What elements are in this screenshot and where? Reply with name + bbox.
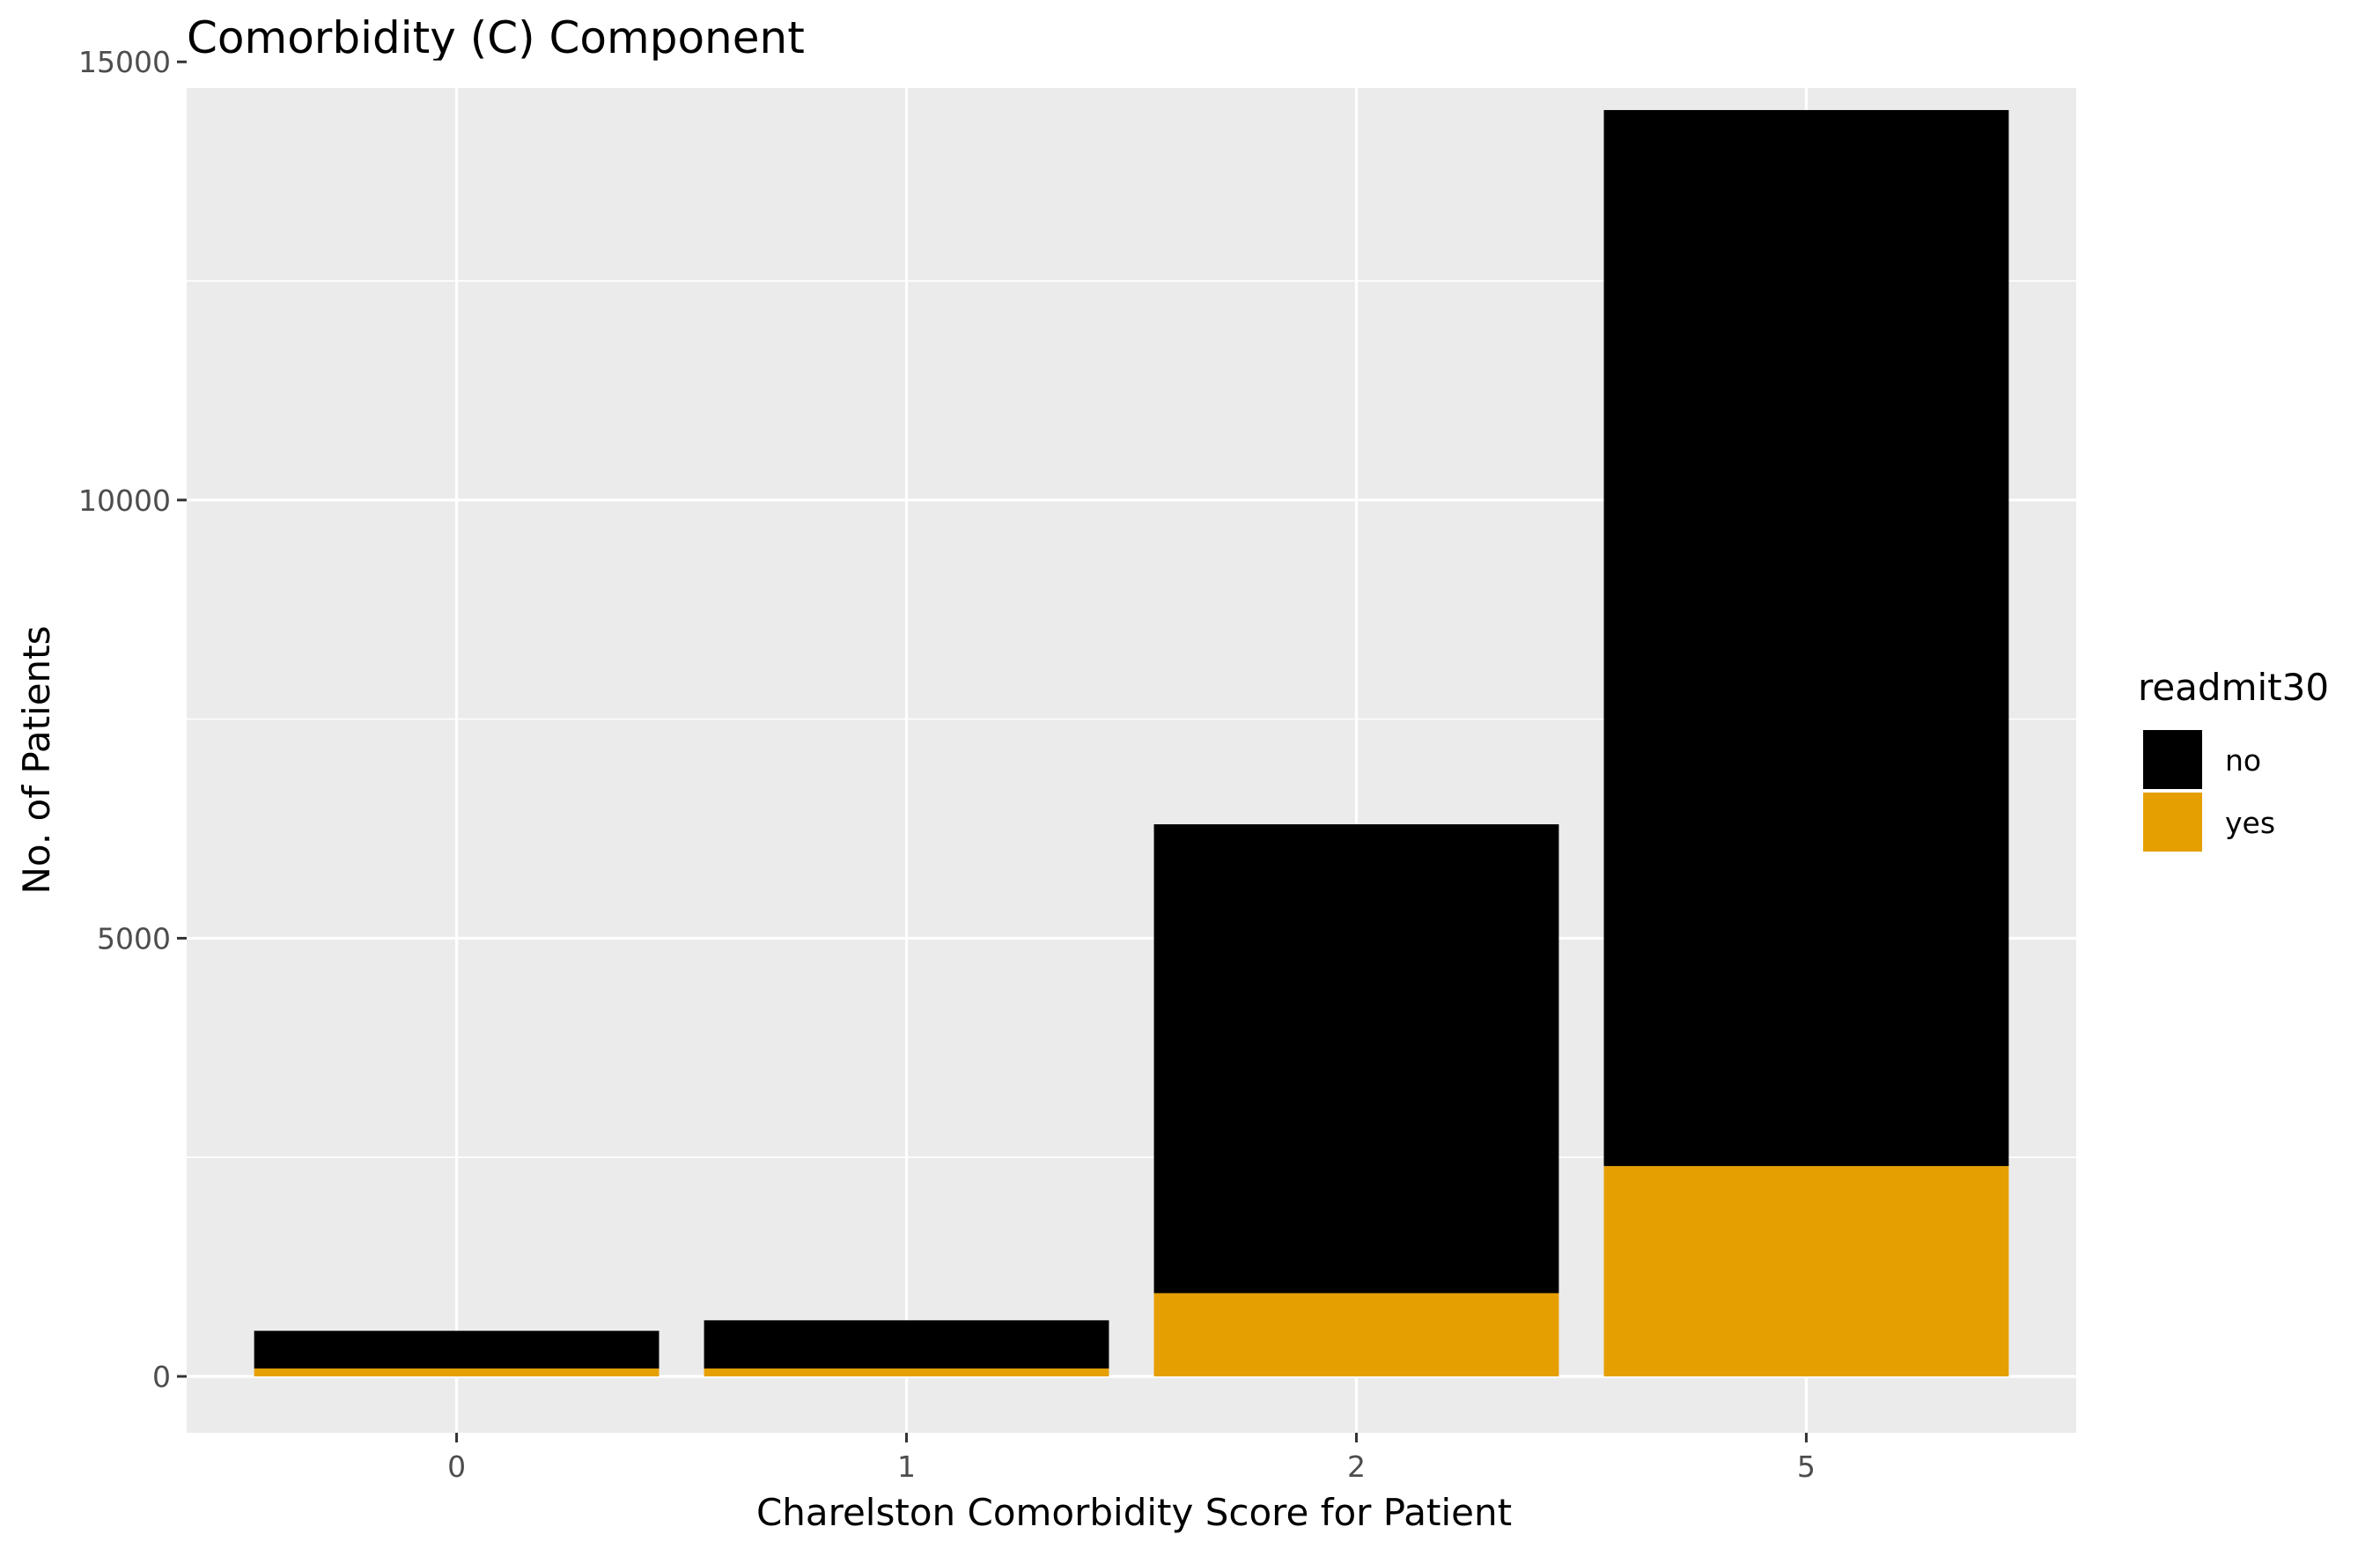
bar-yes-1 <box>704 1368 1109 1376</box>
bar-no-1 <box>704 1320 1109 1369</box>
x-tick-label: 1 <box>897 1449 916 1484</box>
legend-key-no <box>2143 730 2202 789</box>
legend-label-yes: yes <box>2225 806 2275 840</box>
x-tick-label: 5 <box>1797 1449 1816 1484</box>
bar-no-5 <box>1603 109 2009 1167</box>
y-axis: 0 5000 10000 15000 <box>78 45 187 1394</box>
y-tick-label: 15000 <box>78 45 171 79</box>
y-axis-title: No. of Patients <box>15 625 58 894</box>
bar-yes-5 <box>1603 1166 2009 1376</box>
chart-title: Comorbidity (C) Component <box>187 12 805 63</box>
x-tick-label: 2 <box>1347 1449 1366 1484</box>
y-tick-label: 5000 <box>97 921 171 955</box>
y-tick-label: 10000 <box>78 483 171 518</box>
y-tick-label: 0 <box>152 1360 171 1394</box>
legend-label-no: no <box>2225 743 2261 778</box>
bar-yes-0 <box>254 1368 659 1376</box>
bar-no-0 <box>254 1331 659 1369</box>
x-tick-label: 0 <box>447 1449 466 1484</box>
bar-no-2 <box>1153 824 1559 1294</box>
x-axis-title: Charelston Comorbidity Score for Patient <box>756 1491 1512 1534</box>
bar-yes-2 <box>1153 1293 1559 1376</box>
bars <box>254 109 2009 1376</box>
legend-title: readmit30 <box>2138 666 2329 709</box>
x-axis: 0 1 2 5 <box>447 1433 1816 1484</box>
legend-key-yes <box>2143 793 2202 852</box>
legend: readmit30 no yes <box>2138 666 2329 852</box>
